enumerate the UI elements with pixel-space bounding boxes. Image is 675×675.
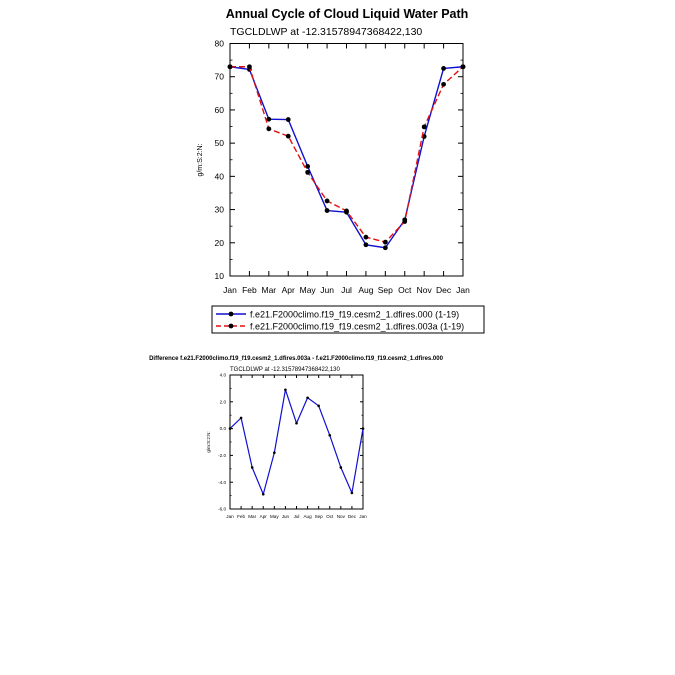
main-series-1-point-2 xyxy=(266,116,272,122)
main-series-1-point-3 xyxy=(285,117,291,122)
main-xtick-label-7: Aug xyxy=(358,285,373,295)
diff-series-1-point-1 xyxy=(239,416,243,420)
main-series-2-point-8 xyxy=(382,239,388,245)
main-chart: Annual Cycle of Cloud Liquid Water Path … xyxy=(197,7,485,334)
diff-chart-subtitle: TGCLDLWP at -12.31578947368422,130 xyxy=(230,367,341,373)
diff-xtick-label-8: Sep xyxy=(315,514,324,519)
main-xtick-label-12: Jan xyxy=(456,285,470,295)
legend-marker-series-1 xyxy=(228,311,234,317)
diff-xtick-label-0: Jan xyxy=(226,514,234,519)
legend-label-series-2: f.e21.F2000climo.f19_f19.cesm2_1.dfires.… xyxy=(250,322,464,332)
main-series-line-2 xyxy=(230,66,464,243)
main-xtick-label-9: Oct xyxy=(398,285,412,295)
main-ytick-label-7: 80 xyxy=(215,38,225,48)
main-series-1-point-7 xyxy=(363,242,369,248)
main-series-1-point-4 xyxy=(305,163,311,169)
legend-marker-series-2 xyxy=(228,323,234,329)
diff-series-1-point-3 xyxy=(261,492,265,496)
main-series-2-point-4 xyxy=(305,169,311,175)
diff-xtick-label-10: Nov xyxy=(337,514,346,519)
diff-ytick-label-5: 4.0 xyxy=(220,373,227,378)
diff-xtick-label-4: May xyxy=(270,514,279,519)
main-series-2-point-5 xyxy=(324,198,330,204)
diff-ytick-label-4: 2.0 xyxy=(220,399,227,404)
diff-xtick-label-3: Apr xyxy=(260,514,268,519)
diff-series-1-point-11 xyxy=(350,491,354,495)
main-xtick-label-2: Mar xyxy=(262,285,277,295)
main-ytick-label-4: 50 xyxy=(215,138,225,148)
main-series-2-point-9 xyxy=(402,219,408,224)
diff-series-1-point-5 xyxy=(284,388,287,392)
main-chart-title: Annual Cycle of Cloud Liquid Water Path xyxy=(226,7,469,21)
diff-ytick-label-3: 0.0 xyxy=(220,426,227,431)
main-series-line-1 xyxy=(229,66,464,249)
main-chart-ylabel: g/m:S:2:N: xyxy=(197,143,204,176)
main-series-1-point-5 xyxy=(324,208,330,213)
diff-ytick-label-2: -2.0 xyxy=(218,453,226,458)
diff-axis-ticks: Jan Feb Mar Apr May Jun Jul Aug Sep Oct Nov Dec Jan-… xyxy=(218,373,367,519)
main-xtick-label-11: Dec xyxy=(436,285,452,295)
legend: f.e21.F2000climo.f19_f19.cesm2_1.dfires.… xyxy=(211,305,485,334)
main-series-1-point-11 xyxy=(441,66,446,71)
main-series-2-point-3 xyxy=(285,133,291,139)
main-ytick-label-5: 60 xyxy=(215,105,225,115)
diff-xtick-label-12: Jan xyxy=(359,514,367,519)
diff-series-1-point-8 xyxy=(317,404,320,408)
diff-xtick-label-6: Jul xyxy=(294,514,300,519)
diff-series-1-point-0 xyxy=(228,427,232,430)
diff-chart-title: Difference f.e21.F2000climo.f19_f19.cesm… xyxy=(149,356,444,362)
diff-series-group xyxy=(228,388,365,496)
diff-xtick-label-7: Aug xyxy=(303,514,312,519)
main-xtick-label-0: Jan xyxy=(223,285,237,295)
main-axis-ticks: Jan Feb Mar Apr May Jun Jul Aug Sep Oct Nov Dec Jan 1… xyxy=(215,38,471,295)
legend-label-series-1: f.e21.F2000climo.f19_f19.cesm2_1.dfires.… xyxy=(250,310,459,320)
diff-plot-frame xyxy=(229,374,364,510)
main-series-2-point-10 xyxy=(421,124,427,130)
main-xtick-label-4: May xyxy=(300,285,317,295)
diff-xtick-label-5: Jun xyxy=(282,514,290,519)
diff-series-1-point-2 xyxy=(250,466,254,469)
main-ytick-label-1: 20 xyxy=(215,238,225,248)
main-series-2-point-6 xyxy=(344,208,349,214)
diff-series-1-point-7 xyxy=(306,396,309,400)
diff-chart: Difference f.e21.F2000climo.f19_f19.cesm… xyxy=(149,356,444,519)
main-series-2-point-1 xyxy=(247,64,252,70)
main-plot-frame xyxy=(229,43,464,277)
main-xtick-label-3: Apr xyxy=(282,285,295,295)
legend-box xyxy=(211,305,485,334)
diff-ytick-label-0: -6.0 xyxy=(218,507,226,512)
diff-chart-ylabel: g/m:S:2:N: xyxy=(206,431,211,452)
main-series-2-point-7 xyxy=(363,234,369,240)
main-series-2-point-11 xyxy=(441,81,446,87)
main-ytick-label-0: 10 xyxy=(215,271,225,281)
diff-series-1-point-10 xyxy=(339,466,343,469)
diff-series-1-point-4 xyxy=(273,451,276,455)
diff-xtick-label-11: Dec xyxy=(348,514,357,519)
main-ytick-label-6: 70 xyxy=(215,72,225,82)
main-series-2-point-0 xyxy=(227,64,233,70)
main-chart-subtitle: TGCLDLWP at -12.31578947368422,130 xyxy=(230,26,422,38)
main-xtick-label-8: Sep xyxy=(378,285,393,295)
diff-xtick-label-9: Oct xyxy=(326,514,334,519)
main-series-2-point-12 xyxy=(460,64,466,70)
main-xtick-label-5: Jun xyxy=(320,285,334,295)
diff-ytick-label-1: -4.0 xyxy=(218,480,226,485)
diff-xtick-label-2: Mar xyxy=(248,514,256,519)
main-series-group xyxy=(227,64,466,251)
diff-xtick-label-1: Feb xyxy=(237,514,245,519)
main-xtick-label-6: Jul xyxy=(341,285,352,295)
diff-series-1-point-12 xyxy=(361,427,365,430)
diff-series-1-point-6 xyxy=(295,421,298,425)
diff-series-1-point-9 xyxy=(328,434,332,437)
main-xtick-label-1: Feb xyxy=(242,285,257,295)
main-series-2-point-2 xyxy=(266,126,272,132)
main-xtick-label-10: Nov xyxy=(417,285,433,295)
main-series-1-point-8 xyxy=(382,245,388,251)
main-ytick-label-2: 30 xyxy=(215,205,225,215)
main-ytick-label-3: 40 xyxy=(215,171,225,181)
diff-series-line-1 xyxy=(229,389,364,495)
